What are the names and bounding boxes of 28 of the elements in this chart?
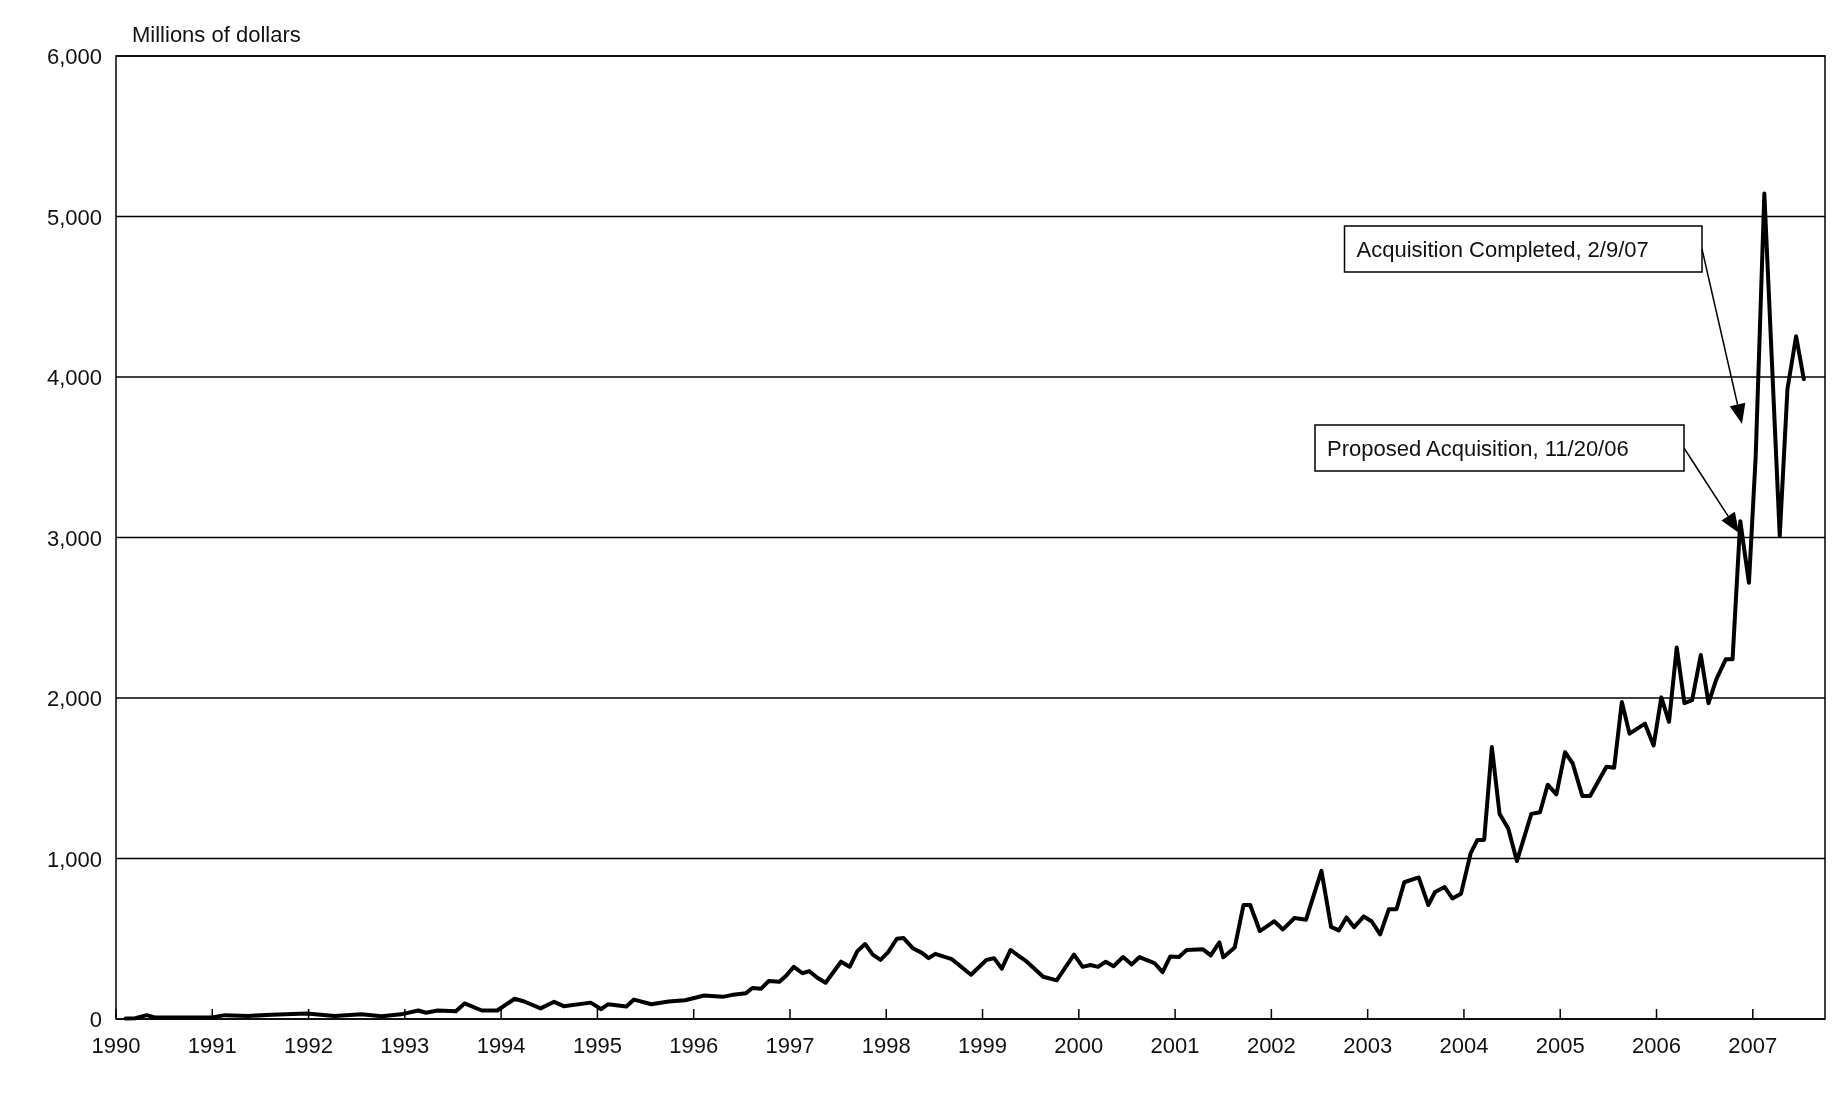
- y-tick-label: 5,000: [46, 204, 102, 230]
- annotation: Proposed Acquisition, 11/20/06: [1327, 436, 1629, 461]
- x-tick-label: 1995: [572, 1033, 622, 1058]
- x-tick-label: 1991: [187, 1033, 237, 1058]
- x-tick-label: 2003: [1343, 1033, 1393, 1058]
- x-tick-label: 1997: [765, 1033, 815, 1058]
- x-tick-label: 1996: [669, 1033, 719, 1058]
- x-tick-label: 2002: [1246, 1033, 1296, 1058]
- y-tick-label: 2,000: [46, 686, 102, 711]
- x-tick-label: 2000: [1054, 1033, 1104, 1058]
- x-tick-label: 1998: [861, 1033, 911, 1058]
- x-tick-label: 1993: [380, 1033, 430, 1058]
- x-tick-label: 1992: [284, 1033, 334, 1058]
- y-axis-title: Millions of dollars: [132, 22, 301, 47]
- y-tick-label: 4,000: [46, 365, 102, 390]
- x-tick-label: 2006: [1632, 1033, 1681, 1058]
- x-tick-label: 2004: [1439, 1033, 1489, 1058]
- annotation: Acquisition Completed, 2/9/07: [1356, 237, 1649, 262]
- x-tick-label: 2007: [1728, 1033, 1778, 1058]
- y-tick-label: 6,000: [46, 44, 102, 69]
- x-tick-label: 1990: [91, 1033, 141, 1058]
- y-tick-label: 0: [89, 1007, 102, 1032]
- y-tick-label: 3,000: [46, 525, 102, 551]
- y-tick-label: 1,000: [46, 846, 102, 872]
- x-tick-label: 2001: [1150, 1033, 1200, 1058]
- x-tick-label: 1999: [958, 1033, 1008, 1058]
- x-tick-label: 1994: [476, 1033, 526, 1058]
- x-tick-label: 2005: [1535, 1033, 1585, 1058]
